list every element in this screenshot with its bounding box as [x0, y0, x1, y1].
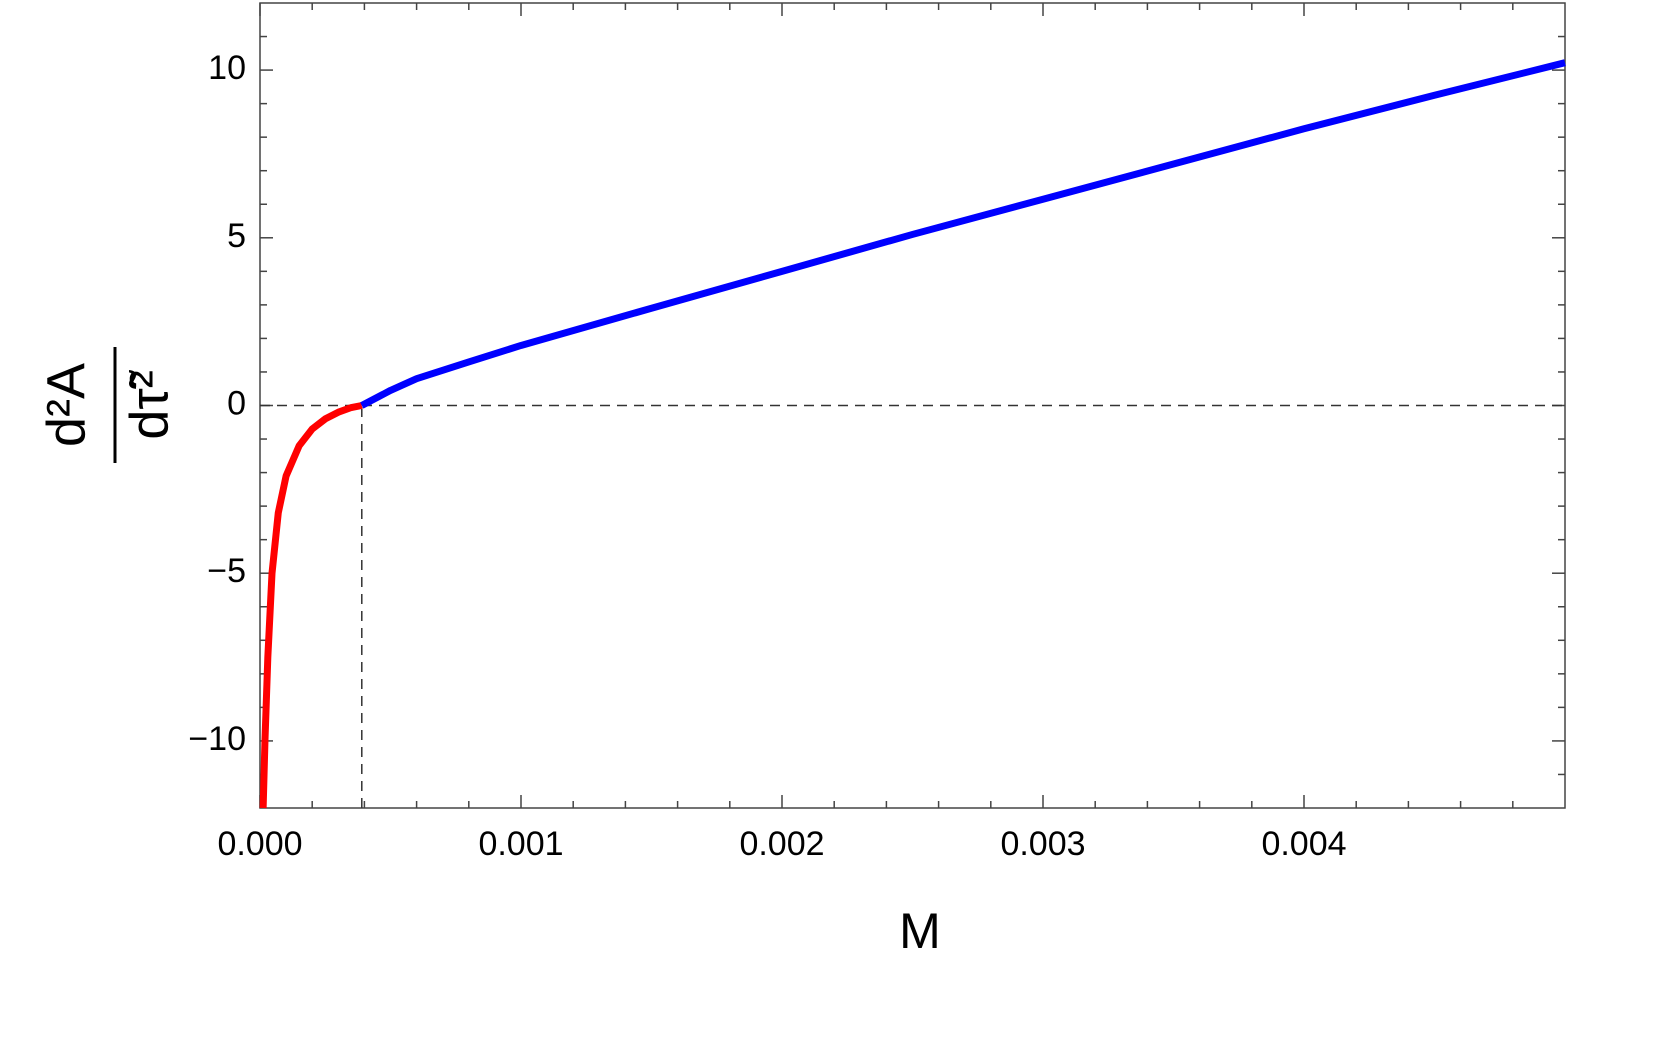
x-axis-label: M [899, 903, 941, 959]
y-tick-label: 5 [227, 217, 246, 255]
y-label-denominator: dτ̃² [119, 369, 179, 439]
y-tick-label: −10 [188, 720, 246, 758]
x-tick-label: 0.000 [217, 825, 302, 863]
y-tick-label: −5 [207, 552, 246, 590]
x-tick-label: 0.004 [1261, 825, 1346, 863]
curve [360, 59, 1566, 409]
x-tick-label: 0.001 [478, 825, 563, 863]
y-tick-label: 10 [208, 49, 246, 87]
y-axis-label: d²A dτ̃² [36, 347, 179, 463]
x-tick-label: 0.003 [1000, 825, 1085, 863]
y-label-numerator: d²A [36, 363, 96, 447]
y-tick-label: 0 [227, 384, 246, 422]
curve [259, 402, 363, 809]
x-tick-label: 0.002 [739, 825, 824, 863]
